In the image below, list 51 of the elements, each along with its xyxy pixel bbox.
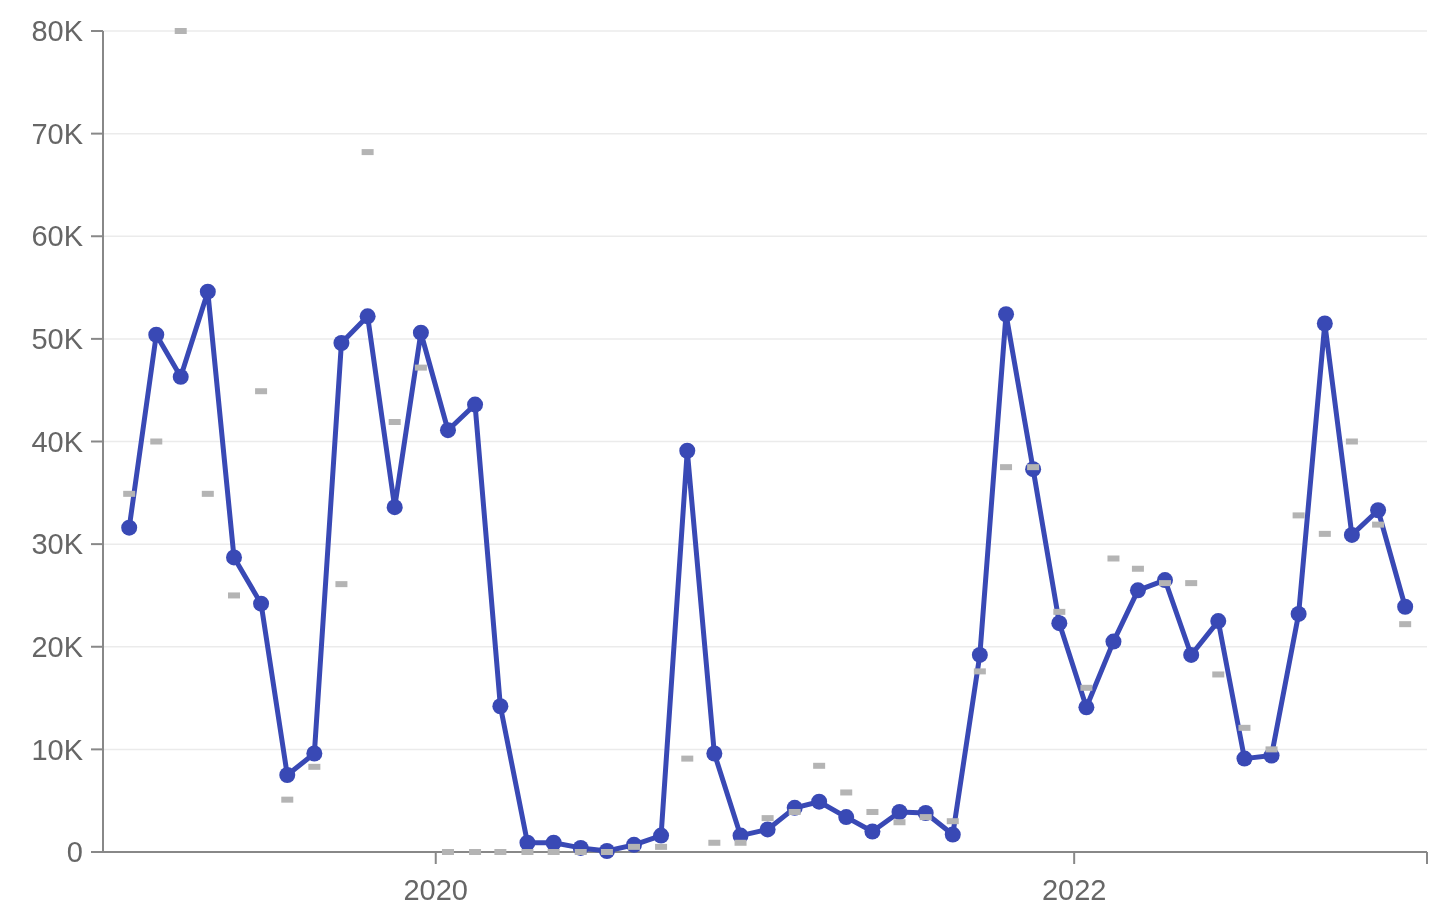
point <box>971 646 988 663</box>
point <box>944 826 961 843</box>
point <box>891 803 908 820</box>
point <box>359 308 376 325</box>
point <box>412 324 429 341</box>
y-tick-label: 20K <box>31 630 84 663</box>
point <box>759 821 776 838</box>
point <box>706 745 723 762</box>
point <box>1051 615 1068 632</box>
point <box>1290 605 1307 622</box>
y-tick-label: 50K <box>31 323 84 356</box>
x-tick-label: 2022 <box>1041 874 1107 906</box>
y-tick-label: 70K <box>31 117 84 150</box>
point <box>279 767 296 784</box>
point <box>1210 613 1227 630</box>
point <box>1397 598 1414 615</box>
point <box>1105 633 1122 650</box>
point <box>1370 502 1387 519</box>
y-tick-label: 30K <box>31 528 84 561</box>
point <box>1183 646 1200 663</box>
y-tick-label: 40K <box>31 425 84 458</box>
point <box>467 396 484 413</box>
y-tick-label: 10K <box>31 733 84 766</box>
point <box>1078 699 1095 716</box>
point <box>121 519 138 536</box>
y-tick-label: 60K <box>31 220 84 253</box>
point <box>172 368 189 385</box>
point <box>679 442 696 459</box>
point <box>545 834 562 851</box>
point <box>864 823 881 840</box>
point <box>519 834 536 851</box>
point <box>253 595 270 612</box>
point <box>1343 526 1360 543</box>
y-tick-label: 0 <box>66 836 83 869</box>
point <box>492 698 509 715</box>
point <box>148 326 165 343</box>
point <box>226 549 242 566</box>
x-tick-label: 2020 <box>403 874 468 906</box>
point <box>653 827 670 844</box>
point <box>306 745 323 762</box>
point <box>998 306 1015 323</box>
point <box>838 809 855 826</box>
point <box>1129 582 1146 599</box>
y-tick-label: 80K <box>31 15 84 48</box>
point <box>199 283 216 300</box>
point <box>811 793 828 810</box>
point <box>386 499 403 516</box>
point <box>1316 315 1333 332</box>
point <box>439 422 456 439</box>
point <box>333 334 350 351</box>
point <box>1236 750 1253 767</box>
